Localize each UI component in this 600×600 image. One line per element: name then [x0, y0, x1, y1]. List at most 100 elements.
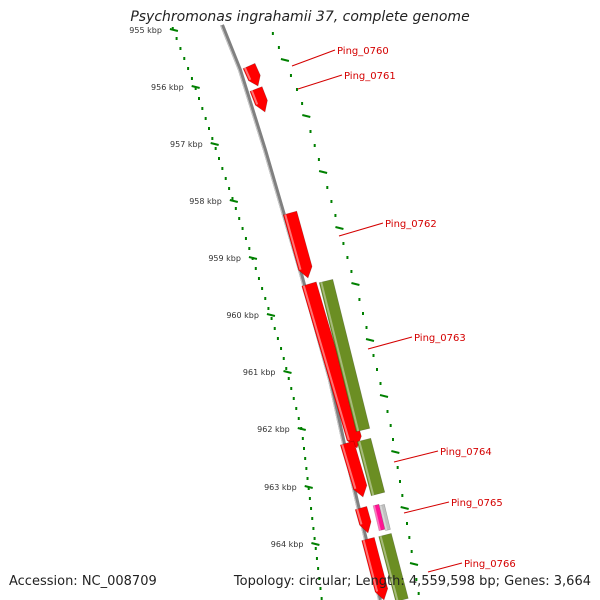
gene-ping-0764-shine [358, 440, 375, 496]
ruler-dot [261, 287, 264, 290]
track-dot [350, 270, 353, 273]
ruler-dot [311, 517, 314, 520]
ruler-dot [254, 267, 257, 270]
track-dot [342, 242, 345, 245]
gene-label: Ping_0766 [464, 559, 516, 570]
genome-stats: Topology: circular; Length: 4,559,598 bp… [233, 574, 591, 589]
ruler-dot [183, 57, 186, 60]
gene-label: Ping_0764 [440, 447, 492, 458]
gene-label: Ping_0762 [385, 219, 437, 230]
ruler-dot [198, 97, 200, 100]
gene-ping-0766 [378, 532, 409, 600]
gene-features [242, 62, 409, 600]
track-dot [410, 550, 413, 553]
track-dot [401, 494, 404, 497]
ruler-dot [248, 247, 251, 250]
ruler-dot [307, 487, 310, 490]
gene-label: Ping_0763 [414, 333, 466, 344]
track-dot [346, 256, 349, 259]
ruler-dot [201, 107, 204, 110]
rna-gene-ping-0765-shine [379, 505, 388, 531]
track-dot [389, 424, 392, 427]
gene-ping-0766-shine [379, 535, 399, 600]
track-tick [280, 58, 290, 62]
ruler-dot [306, 477, 309, 480]
ruler-dot [211, 137, 214, 140]
cds-ping-0766 [361, 536, 389, 600]
track-dot [301, 102, 304, 105]
ruler-tick [283, 370, 292, 374]
ruler-tick-label: 961 kbp [243, 368, 276, 377]
callout-line [297, 74, 343, 90]
ruler-dot [214, 147, 217, 150]
ruler-labels: 955 kbp 956 kbp 957 kbp 958 kbp 959 kbp 960 k… [129, 26, 303, 549]
ruler-dot [304, 457, 307, 460]
track-dot [326, 186, 329, 189]
track-dot [372, 354, 375, 357]
cds-ping-0762-shine [284, 214, 302, 270]
gene-label: Ping_0765 [451, 498, 503, 509]
track-dot [376, 368, 378, 371]
track-dot [330, 200, 333, 203]
ruler-dot [241, 227, 244, 230]
ruler-dot [179, 47, 182, 50]
track-dot [358, 298, 361, 301]
track-dot [379, 382, 382, 385]
ruler-tick [191, 85, 200, 89]
track-dot [417, 592, 420, 595]
ruler-dot [244, 237, 247, 240]
gene-ping-0764 [356, 437, 386, 497]
ruler-tick-label: 962 kbp [257, 425, 290, 434]
ruler-dot [314, 547, 317, 550]
ruler-dot [303, 447, 305, 450]
track-dot [271, 32, 274, 35]
ruler-tick [229, 199, 239, 203]
cds-ping-0765-shine [356, 508, 363, 525]
track-tick [409, 562, 419, 566]
ruler-dot [270, 317, 273, 320]
ruler-dot [319, 587, 322, 590]
ruler-tick-label: 960 kbp [226, 311, 259, 320]
ruler-tick-label: 958 kbp [189, 197, 222, 206]
ruler-tick-label: 956 kbp [151, 83, 184, 92]
ruler-dot [175, 37, 178, 40]
ruler-tick-label: 957 kbp [170, 140, 203, 149]
ruler-dot [290, 387, 293, 390]
callout-line [403, 501, 450, 514]
ruler-tick [297, 427, 306, 431]
ruler-dot [194, 87, 197, 90]
ruler-tick-label: 955 kbp [129, 26, 162, 35]
ruler-dot [231, 197, 234, 200]
track-dot [334, 214, 337, 217]
cds-ping-0764 [339, 440, 368, 498]
track-dot [289, 74, 292, 77]
ruler-tick [169, 28, 179, 32]
ruler-dot [318, 577, 321, 580]
track-tick [365, 338, 375, 342]
rna-gene-ping-0765 [379, 504, 391, 531]
track-dot [295, 88, 298, 91]
ruler-dot [187, 67, 190, 70]
ruler-tick-label: 964 kbp [271, 540, 304, 549]
ruler-tick-label: 963 kbp [264, 483, 297, 492]
ruler-dot [218, 157, 220, 160]
gene-label: Ping_0761 [344, 71, 396, 82]
track-dot [415, 578, 418, 581]
track-dot [362, 312, 364, 315]
track-dot [392, 438, 394, 441]
gene-label: Ping_0760 [337, 46, 389, 57]
ruler-dot [308, 497, 311, 500]
track-dot [396, 466, 399, 469]
track-tick [391, 450, 400, 454]
ruler-dot [171, 27, 174, 30]
track-dot [317, 158, 320, 161]
cds-ping-0760 [242, 62, 261, 87]
ruler-dot [257, 277, 260, 280]
cds-ping-0760-shine [243, 67, 252, 81]
ruler-dot [297, 417, 300, 420]
track-tick [318, 170, 328, 174]
ruler-dot [313, 537, 316, 540]
ruler-dot [287, 377, 290, 380]
cds-ping-0763-shine [302, 285, 350, 441]
track-dot [313, 144, 316, 147]
